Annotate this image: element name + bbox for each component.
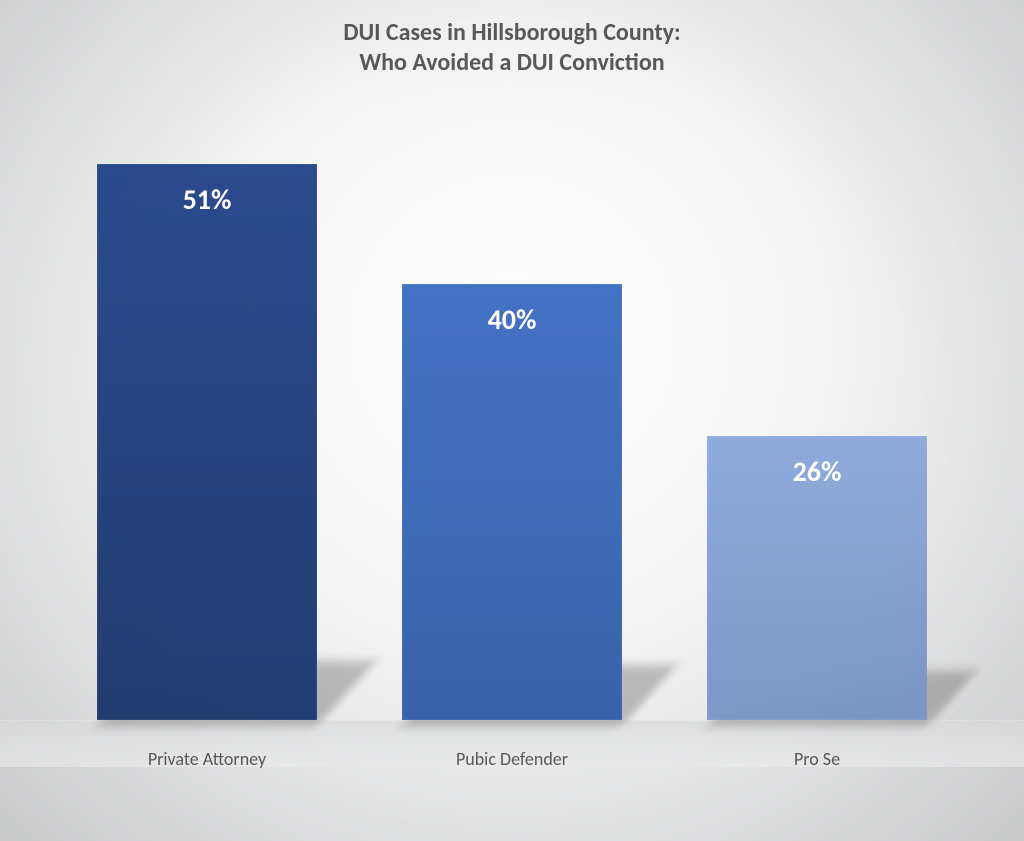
plot-area: 51%Private Attorney 40%Pubic Defender 26%P… (60, 120, 964, 720)
chart-title-line1: DUI Cases in Hillsborough County: (0, 18, 1024, 48)
bar-category-label: Private Attorney (57, 748, 357, 770)
bar: 26% (707, 436, 927, 720)
bar-slot: 40%Pubic Defender (402, 284, 622, 720)
bar-value-label: 40% (402, 302, 622, 337)
chart-title: DUI Cases in Hillsborough County: Who Av… (0, 18, 1024, 78)
chart-container: DUI Cases in Hillsborough County: Who Av… (0, 0, 1024, 841)
bar-category-label: Pubic Defender (362, 748, 662, 770)
bar-slot: 51%Private Attorney (97, 164, 317, 720)
bar: 40% (402, 284, 622, 720)
bar-slot: 26%Pro Se (707, 436, 927, 720)
bar-value-label: 51% (97, 182, 317, 217)
chart-title-line2: Who Avoided a DUI Conviction (0, 48, 1024, 78)
bar-category-label: Pro Se (667, 748, 967, 770)
bar: 51% (97, 164, 317, 720)
bar-value-label: 26% (707, 454, 927, 489)
